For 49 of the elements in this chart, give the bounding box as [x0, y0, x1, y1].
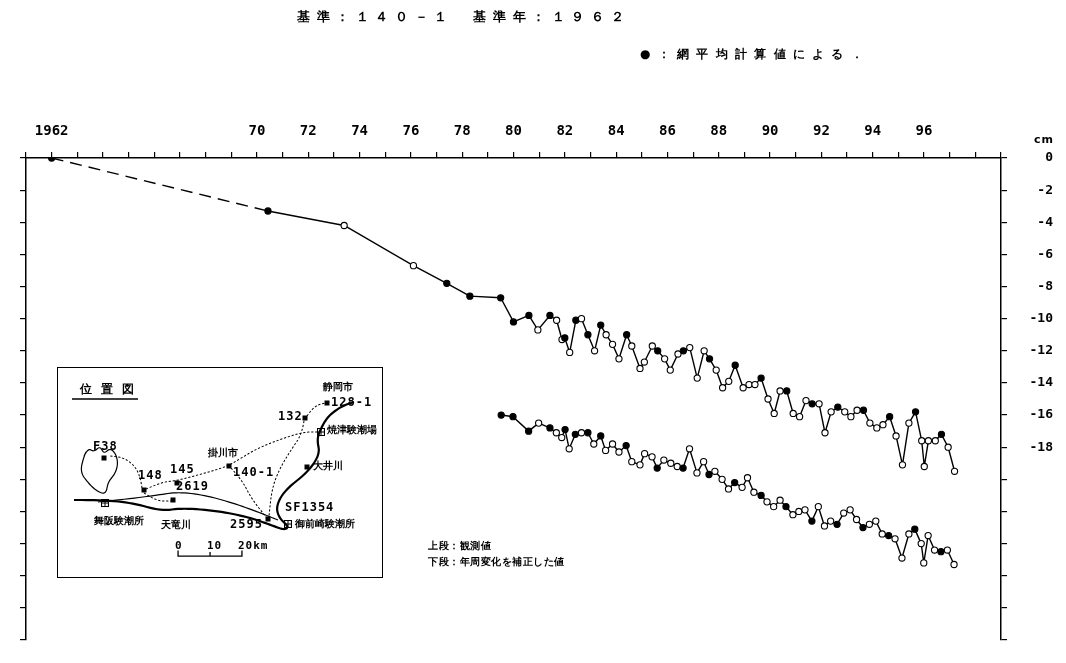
x-tick-label: 92: [812, 122, 830, 139]
x-tick-label: 74: [351, 122, 368, 139]
annotation: 舞阪験潮所: [94, 515, 144, 526]
annotation: 大井川: [313, 460, 343, 471]
annotation: 20km: [238, 539, 269, 552]
annotation: 148: [138, 468, 163, 482]
chart-title: 基準：１４０－１ 基準年：１９６２: [297, 9, 631, 24]
x-tick-label: 78: [453, 122, 471, 139]
y-tick-label: -10: [1029, 310, 1054, 326]
x-tick-label: 88: [710, 122, 728, 139]
y-tick-label: -14: [1029, 374, 1054, 390]
y-tick-label: 0: [1045, 149, 1054, 165]
y-tick-label: -2: [1037, 181, 1053, 197]
y-tick-label: -18: [1029, 438, 1054, 454]
annotation: 2619: [176, 479, 209, 493]
x-tick-label: 70: [248, 122, 266, 139]
annotation: 御前崎験潮所: [295, 518, 355, 529]
annotation: 10: [207, 539, 223, 552]
annotation: 天竜川: [161, 519, 191, 530]
x-tick-label: 80: [505, 122, 522, 139]
x-tick-label: 76: [402, 122, 420, 139]
annotation: 2595: [230, 517, 263, 531]
y-axis-title: cm: [1034, 133, 1054, 146]
annotation: 145: [170, 462, 195, 476]
annotation: 140-1: [233, 465, 275, 479]
annotation: 静岡市: [323, 381, 353, 392]
x-tick-label: 86: [659, 122, 676, 139]
annotation: 132: [278, 409, 303, 423]
annotation: F38: [93, 439, 118, 453]
annotation: 位置図: [80, 382, 143, 396]
x-tick-label: 1962: [34, 122, 69, 139]
annotation: 焼津験潮場: [327, 424, 377, 435]
annotation: 掛川市: [208, 447, 238, 458]
y-tick-label: -6: [1037, 245, 1054, 261]
x-tick-label: 96: [915, 122, 933, 139]
x-tick-label: 90: [761, 122, 779, 139]
annotation: 下段：年周変化を補正した値: [428, 556, 565, 567]
x-tick-label: 82: [556, 122, 574, 139]
y-tick-label: -16: [1029, 406, 1054, 422]
annotation: 0: [175, 539, 182, 552]
annotation: SF1354: [285, 500, 335, 514]
annotation: 上段：観測値: [428, 540, 491, 551]
y-tick-label: -12: [1029, 342, 1053, 358]
x-tick-label: 84: [607, 122, 625, 139]
y-tick-label: -4: [1037, 213, 1054, 229]
text: ●：網平均計算値による．: [640, 47, 871, 61]
y-tick-label: -8: [1037, 277, 1054, 293]
x-tick-label: 94: [864, 122, 882, 139]
x-tick-label: 72: [299, 122, 317, 139]
